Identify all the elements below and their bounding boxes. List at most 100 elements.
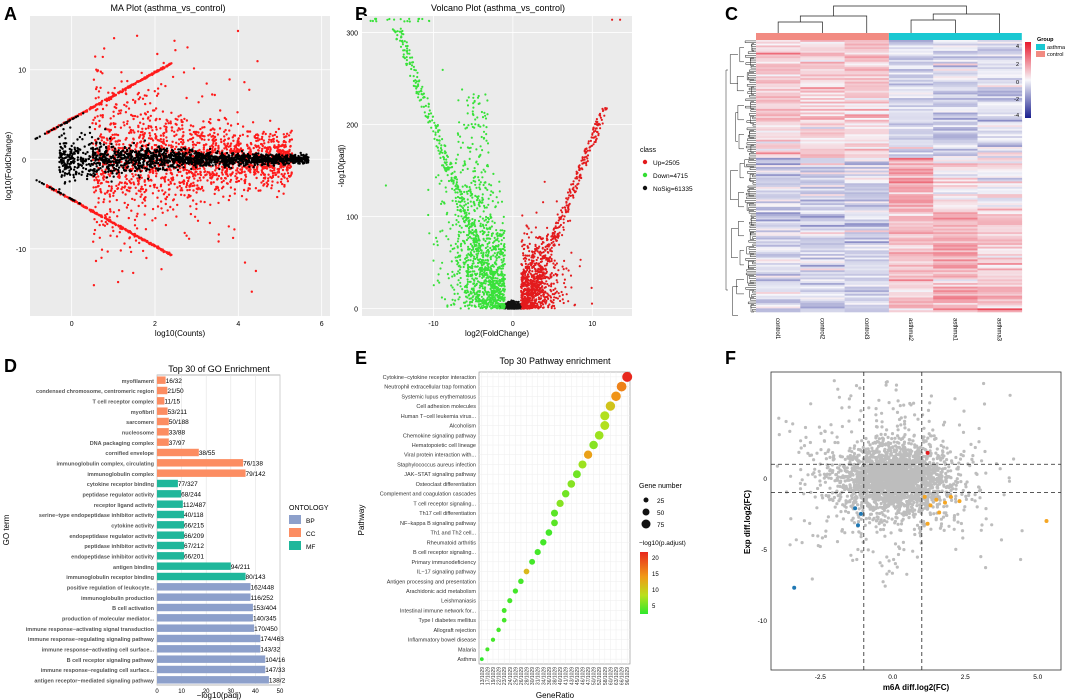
heatmap-cell (933, 275, 978, 278)
heatmap-cell (977, 47, 1023, 50)
heatmap-cell (977, 156, 1023, 159)
pathway-term-label: Systemic lupus erythematosus (401, 394, 476, 400)
heatmap-cell (933, 206, 978, 209)
heatmap-cell (977, 308, 1023, 311)
heatmap-cell (977, 103, 1023, 106)
heatmap-cell (933, 239, 978, 242)
pathway-xtick-label: 60/1029 (608, 667, 614, 685)
heatmap-cell (800, 243, 845, 246)
heatmap-cell (888, 186, 934, 189)
heatmap-cell (844, 61, 890, 64)
heatmap-cell (800, 54, 845, 57)
heatmap-cell (800, 148, 845, 151)
heatmap-cell (756, 150, 801, 153)
ma-ytick-label: 0 (22, 157, 26, 164)
heatmap-cell (933, 49, 978, 52)
heatmap-cell (756, 166, 801, 170)
pathway-xtick-label: 47/1029 (586, 667, 592, 685)
group-swatch-control (1036, 51, 1045, 57)
quadrant-highlight-point (858, 511, 863, 516)
heatmap-cell (977, 205, 1023, 208)
go-legend: ONTOLOGY BP CC MF (289, 505, 329, 551)
heatmap-cell (933, 78, 978, 81)
heatmap-cell (977, 295, 1023, 298)
heatmap-cell (800, 107, 845, 110)
heatmap-cell (977, 224, 1023, 228)
pathway-dot (583, 450, 593, 459)
heatmap-cell (888, 168, 934, 171)
heatmap-cell (756, 112, 801, 115)
heatmap-cell (756, 107, 801, 110)
heatmap-cell (888, 92, 934, 95)
heatmap-cell (800, 163, 845, 166)
heatmap-cell (977, 210, 1023, 213)
heatmap-cell (844, 217, 890, 220)
heatmap-cell (977, 194, 1023, 197)
legend-dot-up (642, 159, 648, 165)
volcano-plot: Volcano Plot (asthma_vs_control) -10 0 100… (337, 3, 693, 338)
heatmap-cell (888, 264, 934, 267)
heatmap-cell (933, 139, 978, 142)
pathway-dot (567, 480, 576, 488)
heatmap-column-label: asthma3 (996, 318, 1002, 342)
heatmap-cell (933, 185, 978, 188)
heatmap-cell (844, 201, 890, 204)
heatmap-cell (756, 195, 801, 199)
heatmap-cell (844, 264, 890, 267)
pathway-xtick-label: 41/1029 (564, 667, 570, 685)
heatmap-cell (756, 69, 801, 72)
go-term-label: immunoglobulin complex (87, 472, 155, 478)
go-term-label: cornified envelope (105, 451, 154, 457)
heatmap-cell (844, 99, 890, 102)
heatmap-cell (888, 90, 934, 93)
heatmap-cell (933, 244, 978, 248)
group-bar-control (756, 33, 889, 40)
go-bar-label: 170/450 (254, 626, 278, 633)
heatmap-cell (888, 214, 934, 217)
heatmap-cell (888, 185, 934, 188)
heatmap-cell (844, 190, 890, 193)
pathway-xtick-label: 46/1029 (580, 667, 586, 685)
heatmap-cell (800, 286, 845, 289)
heatmap-cell (933, 85, 978, 88)
heatmap-cell (756, 172, 801, 175)
heatmap-cell (756, 235, 801, 238)
heatmap-cell (756, 275, 801, 278)
heatmap-cell (756, 230, 801, 233)
pathway-term-label: Osteoclast differentiation (416, 482, 476, 488)
heatmap-cell (844, 295, 890, 298)
heatmap-cell (888, 297, 934, 300)
heatmap-cell (800, 132, 845, 135)
go-bar (157, 397, 165, 405)
heatmap-cell (888, 261, 934, 264)
heatmap-cell (756, 266, 801, 269)
heatmap-cell (800, 85, 845, 88)
heatmap-cell (933, 277, 978, 280)
heatmap-cell (888, 170, 934, 173)
heatmap-cell (844, 79, 890, 83)
heatmap-cell (844, 203, 890, 206)
heatmap-cell (933, 235, 978, 238)
heatmap-cell (756, 134, 801, 137)
heatmap-cell (756, 105, 801, 108)
heatmap-cell (844, 81, 890, 84)
heatmap-cell (888, 121, 934, 124)
heatmap-cell (800, 250, 845, 253)
go-bar (157, 572, 246, 581)
heatmap-cell (800, 301, 845, 304)
pathway-dot (611, 391, 621, 402)
heatmap-panel: control1 control2 control3 asthma2 asthma1 as… (725, 5, 1065, 342)
heatmap-cell (888, 181, 934, 184)
heatmap-cell (933, 266, 978, 269)
heatmap-cell (977, 123, 1023, 126)
heatmap-cell (888, 54, 934, 57)
heatmap-cell (933, 110, 978, 113)
pathway-xtick-label: 13/1029 (480, 667, 486, 685)
go-bar (157, 665, 266, 674)
heatmap-cell (933, 74, 978, 77)
ma-xtick-label: 2 (153, 321, 157, 328)
heatmap-cell (844, 252, 890, 255)
heatmap-cell (977, 188, 1023, 191)
heatmap-cell (933, 72, 978, 75)
pathway-term-label: Rheumatoid arthritis (427, 540, 476, 546)
